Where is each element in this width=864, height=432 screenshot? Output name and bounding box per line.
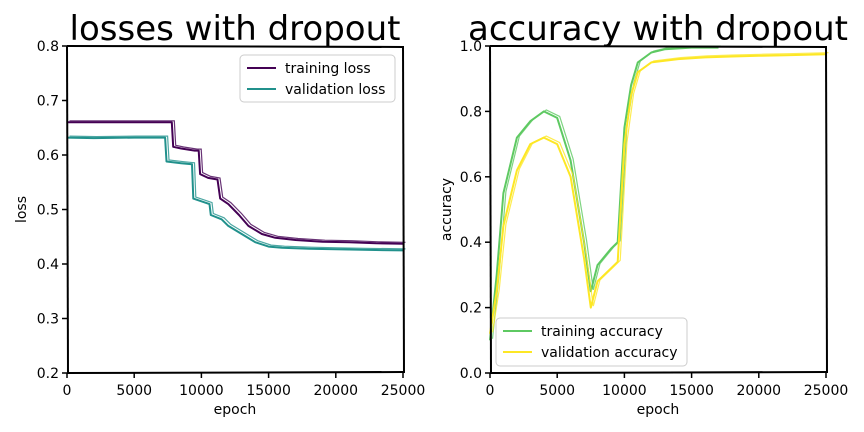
y-tick-label: 0.2 [460, 301, 482, 317]
x-tick-label: 5000 [116, 383, 152, 399]
y-tick-label: 0.4 [37, 257, 59, 273]
legend: training accuracy validation accuracy [495, 317, 688, 367]
right-spine [402, 45, 405, 374]
x-axis-label: epoch [637, 402, 680, 418]
y-tick-label: 0.8 [37, 39, 59, 55]
legend-box [495, 317, 688, 367]
y-tick-label: 1.0 [460, 39, 482, 55]
top-spine [489, 45, 827, 48]
x-axis-label: epoch [214, 402, 257, 418]
legend-label-2: validation loss [285, 82, 385, 98]
y-tick-label: 0.6 [460, 170, 482, 186]
series-line-2 [66, 136, 404, 252]
legend-box [239, 54, 396, 103]
series-line-2-sketch [491, 52, 829, 333]
series-line-1 [489, 46, 719, 341]
series-line-1 [67, 121, 404, 245]
x-tick-label: 15000 [246, 383, 291, 399]
x-tick-label: 25000 [804, 383, 849, 399]
y-axis-label: accuracy [439, 178, 455, 241]
x-tick-label: 0 [63, 383, 72, 399]
x-axis-line [489, 371, 827, 374]
y-tick-label: 0.8 [460, 104, 482, 120]
x-tick-label: 5000 [539, 383, 575, 399]
x-tick-label: 0 [486, 383, 495, 399]
chart-title: accuracy with dropout [468, 9, 848, 49]
legend-label-1: training accuracy [541, 324, 663, 340]
chart-panel-2: 0.0 0.2 0.4 0.6 0.8 1.0 0 5000 10000 15000 20000 25… [439, 9, 848, 418]
y-tick-label: 0.3 [37, 312, 59, 328]
series-line-2-sketch [69, 135, 406, 250]
y-axis-line [66, 45, 69, 374]
x-tick-label: 20000 [314, 383, 359, 399]
right-spine [825, 45, 828, 374]
legend-label-2: validation accuracy [541, 345, 678, 361]
x-tick-label: 25000 [381, 383, 426, 399]
x-tick-label: 10000 [179, 383, 224, 399]
chart-panel-1: 0.2 0.3 0.4 0.5 0.6 0.7 0.8 0 5000 10000 15000 2000… [14, 9, 425, 418]
y-tick-label: 0.7 [37, 94, 59, 110]
top-spine [66, 45, 404, 48]
legend-label-1: training loss [285, 61, 371, 77]
x-tick-label: 20000 [737, 383, 782, 399]
y-tick-label: 0.4 [460, 235, 482, 251]
y-axis-line [489, 45, 492, 374]
y-tick-label: 0.0 [460, 366, 482, 382]
y-tick-label: 0.6 [37, 148, 59, 164]
series-line-1-sketch [491, 45, 721, 339]
series-line-1-sketch [69, 120, 406, 243]
x-axis-line [66, 371, 404, 374]
y-axis-label: loss [14, 196, 30, 223]
series-line-2 [489, 53, 827, 334]
chart-title: losses with dropout [70, 9, 401, 49]
legend: training loss validation loss [239, 54, 396, 103]
x-tick-label: 15000 [669, 383, 714, 399]
y-tick-label: 0.2 [37, 366, 59, 382]
y-tick-label: 0.5 [37, 203, 59, 219]
x-tick-label: 10000 [602, 383, 647, 399]
